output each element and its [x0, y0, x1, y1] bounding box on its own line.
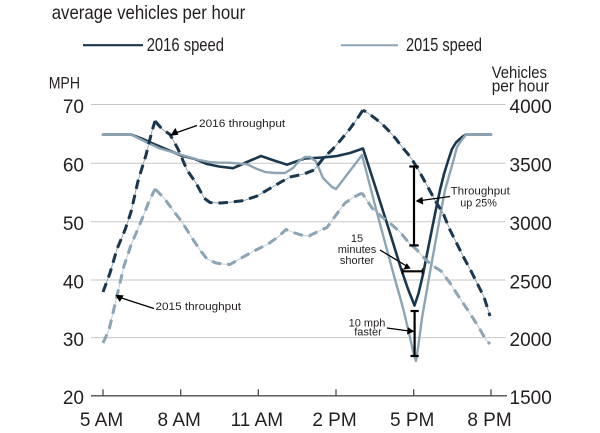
svg-text:11 AM: 11 AM — [231, 410, 283, 431]
svg-text:faster: faster — [354, 327, 382, 339]
svg-text:4000: 4000 — [510, 97, 552, 118]
svg-text:2016 throughput: 2016 throughput — [199, 118, 285, 130]
svg-text:70: 70 — [63, 97, 84, 118]
svg-text:3500: 3500 — [510, 156, 552, 177]
svg-text:5 PM: 5 PM — [390, 410, 434, 431]
svg-text:2 PM: 2 PM — [312, 410, 356, 431]
svg-text:1500: 1500 — [510, 388, 552, 409]
svg-text:15: 15 — [351, 233, 363, 245]
svg-text:shorter: shorter — [340, 255, 375, 267]
svg-text:2015 speed: 2015 speed — [406, 35, 482, 55]
svg-text:10 mph: 10 mph — [349, 317, 386, 329]
svg-text:8 PM: 8 PM — [467, 410, 511, 431]
svg-text:8 AM: 8 AM — [158, 410, 201, 431]
svg-text:50: 50 — [63, 214, 84, 235]
svg-text:2000: 2000 — [510, 330, 552, 351]
svg-text:Throughput: Throughput — [451, 185, 510, 197]
svg-text:2500: 2500 — [510, 272, 552, 293]
svg-text:5 AM: 5 AM — [80, 410, 123, 431]
svg-text:2015 throughput: 2015 throughput — [156, 301, 242, 313]
svg-text:minutes: minutes — [338, 244, 377, 256]
svg-text:Vehicles: Vehicles — [492, 63, 547, 82]
svg-text:up 25%: up 25% — [460, 197, 497, 209]
svg-text:60: 60 — [63, 156, 84, 177]
svg-text:MPH: MPH — [49, 73, 80, 92]
svg-text:per hour: per hour — [492, 76, 550, 95]
svg-text:2016 speed: 2016 speed — [147, 35, 224, 55]
svg-text:3000: 3000 — [510, 214, 552, 235]
svg-text:40: 40 — [63, 272, 84, 293]
svg-text:30: 30 — [63, 330, 84, 351]
svg-text:20: 20 — [63, 388, 84, 409]
svg-text:average vehicles per hour: average vehicles per hour — [52, 2, 246, 24]
